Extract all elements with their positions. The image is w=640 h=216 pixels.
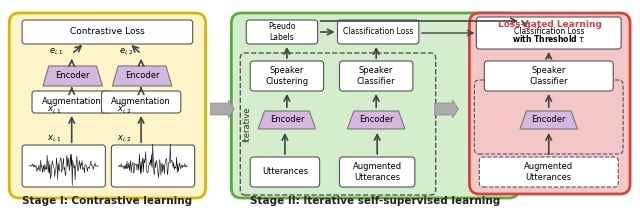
Text: Classification Loss: Classification Loss bbox=[343, 27, 413, 37]
Text: $e_{i,1}$: $e_{i,1}$ bbox=[49, 47, 64, 57]
Polygon shape bbox=[258, 111, 316, 129]
Text: $e_{i,2}$: $e_{i,2}$ bbox=[119, 47, 134, 57]
Text: Encoder: Encoder bbox=[269, 116, 304, 124]
FancyBboxPatch shape bbox=[232, 13, 519, 198]
Text: Encoder: Encoder bbox=[56, 71, 90, 81]
Text: Augmentation: Augmentation bbox=[111, 97, 171, 106]
Text: $x_{i,2}$: $x_{i,2}$ bbox=[116, 134, 132, 144]
FancyBboxPatch shape bbox=[339, 157, 415, 187]
Text: Pseudo
Labels: Pseudo Labels bbox=[268, 22, 296, 42]
Text: Classification Loss: Classification Loss bbox=[513, 27, 584, 35]
Text: $\tilde{x}_{i,2}$: $\tilde{x}_{i,2}$ bbox=[116, 102, 132, 115]
Text: $x_{i,1}$: $x_{i,1}$ bbox=[47, 134, 62, 144]
Text: Iterative: Iterative bbox=[242, 106, 251, 142]
Polygon shape bbox=[348, 111, 405, 129]
FancyBboxPatch shape bbox=[339, 61, 413, 91]
FancyBboxPatch shape bbox=[476, 17, 621, 49]
Text: with Threshold $\tau$: with Threshold $\tau$ bbox=[512, 33, 586, 44]
Text: Stage II: Iterative self-supervised learning: Stage II: Iterative self-supervised lear… bbox=[250, 196, 500, 206]
FancyBboxPatch shape bbox=[337, 20, 419, 44]
Text: Speaker
Classifier: Speaker Classifier bbox=[357, 66, 396, 86]
Text: Augmentation: Augmentation bbox=[42, 97, 102, 106]
Text: Encoder: Encoder bbox=[531, 116, 566, 124]
FancyBboxPatch shape bbox=[111, 145, 195, 187]
FancyBboxPatch shape bbox=[250, 157, 319, 187]
Text: Contrastive Loss: Contrastive Loss bbox=[70, 27, 145, 37]
Text: Speaker
Clustering: Speaker Clustering bbox=[266, 66, 308, 86]
FancyBboxPatch shape bbox=[250, 61, 324, 91]
FancyBboxPatch shape bbox=[22, 145, 106, 187]
Text: Encoder: Encoder bbox=[125, 71, 159, 81]
FancyBboxPatch shape bbox=[469, 13, 630, 194]
Text: Encoder: Encoder bbox=[359, 116, 394, 124]
FancyBboxPatch shape bbox=[484, 61, 613, 91]
Text: Augmented
Utterances: Augmented Utterances bbox=[353, 162, 402, 182]
Text: $\tilde{x}_{i,1}$: $\tilde{x}_{i,1}$ bbox=[47, 102, 62, 115]
Polygon shape bbox=[43, 66, 102, 86]
Text: Stage I: Contrastive learning: Stage I: Contrastive learning bbox=[22, 196, 193, 206]
Text: Speaker
Classifier: Speaker Classifier bbox=[529, 66, 568, 86]
Text: Augmented
Utterances: Augmented Utterances bbox=[524, 162, 573, 182]
FancyArrow shape bbox=[211, 100, 234, 118]
Text: Loss-gated Learning: Loss-gated Learning bbox=[498, 20, 602, 29]
FancyArrow shape bbox=[435, 100, 458, 118]
Polygon shape bbox=[520, 111, 577, 129]
FancyBboxPatch shape bbox=[9, 13, 205, 198]
FancyBboxPatch shape bbox=[22, 20, 193, 44]
FancyBboxPatch shape bbox=[479, 157, 618, 187]
FancyBboxPatch shape bbox=[32, 91, 111, 113]
FancyBboxPatch shape bbox=[102, 91, 180, 113]
FancyBboxPatch shape bbox=[246, 20, 317, 44]
Polygon shape bbox=[113, 66, 172, 86]
Text: Utterances: Utterances bbox=[262, 167, 308, 176]
